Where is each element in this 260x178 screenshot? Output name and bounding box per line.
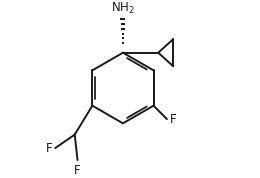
Text: NH$_2$: NH$_2$: [111, 1, 135, 16]
Text: F: F: [170, 113, 176, 126]
Text: F: F: [46, 142, 53, 155]
Text: F: F: [74, 164, 81, 177]
